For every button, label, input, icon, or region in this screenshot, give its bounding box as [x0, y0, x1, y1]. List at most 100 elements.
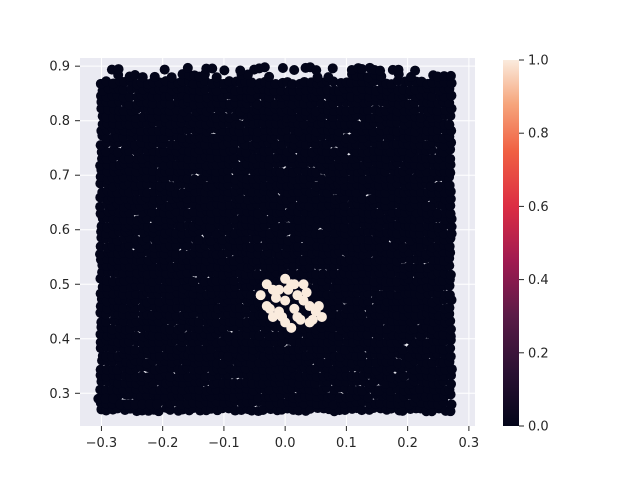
data-point	[95, 249, 106, 260]
data-point	[188, 206, 199, 217]
data-point	[131, 331, 142, 342]
data-point	[223, 351, 234, 362]
data-point	[276, 85, 287, 96]
data-point	[304, 301, 315, 312]
data-point	[159, 392, 170, 403]
data-point	[264, 303, 275, 314]
data-point	[108, 393, 119, 404]
data-point	[327, 63, 338, 74]
data-point	[445, 343, 456, 354]
x-tick-label: 0.2	[397, 436, 418, 451]
data-point	[137, 72, 148, 83]
data-point	[351, 187, 362, 198]
data-point	[264, 384, 275, 395]
x-tick-label: 0.3	[459, 436, 480, 451]
data-point	[205, 235, 216, 246]
data-point	[255, 290, 266, 301]
data-point	[307, 314, 318, 325]
data-point	[328, 399, 339, 410]
data-point	[403, 302, 414, 313]
data-point	[445, 153, 456, 164]
data-point	[194, 92, 205, 103]
data-point	[219, 65, 230, 76]
data-point	[304, 235, 315, 246]
y-tick-label: 0.8	[49, 114, 70, 129]
data-point	[211, 317, 222, 328]
data-point	[124, 99, 135, 110]
colorbar	[503, 60, 519, 426]
data-point	[165, 324, 176, 335]
data-point	[363, 392, 374, 403]
data-point	[107, 324, 118, 335]
data-point	[322, 146, 333, 157]
data-point	[235, 65, 246, 76]
data-point	[323, 72, 334, 83]
data-point	[381, 139, 392, 150]
data-point	[289, 279, 300, 290]
data-point	[241, 304, 252, 315]
data-point	[316, 174, 327, 185]
data-point	[148, 133, 159, 144]
data-point	[277, 311, 288, 322]
data-point	[289, 303, 300, 314]
data-point	[258, 404, 269, 415]
data-point	[118, 303, 129, 314]
colorbar-tick-label: 0.0	[528, 420, 549, 435]
data-point	[228, 275, 239, 286]
data-point	[217, 234, 228, 245]
data-point	[393, 64, 404, 75]
data-point	[171, 249, 182, 260]
data-point	[316, 311, 327, 322]
data-point	[246, 290, 257, 301]
data-point	[129, 344, 140, 355]
data-point	[356, 405, 367, 416]
data-point	[241, 147, 252, 158]
data-point	[316, 357, 327, 368]
y-tick-label: 0.6	[49, 223, 70, 238]
data-point	[287, 79, 298, 90]
data-point	[298, 119, 309, 130]
data-point	[101, 316, 112, 327]
data-point	[149, 71, 160, 82]
x-tick-label: −0.2	[147, 436, 179, 451]
data-point	[415, 262, 426, 273]
data-point	[316, 98, 327, 109]
data-point	[171, 240, 182, 251]
x-tick-label: −0.3	[86, 436, 118, 451]
data-point	[259, 62, 270, 73]
data-point	[311, 65, 322, 76]
data-point	[113, 64, 124, 75]
data-point	[432, 105, 443, 116]
data-point	[152, 399, 163, 410]
data-point	[147, 207, 158, 218]
data-point	[446, 399, 457, 410]
data-point	[258, 310, 269, 321]
data-point	[322, 304, 333, 315]
data-point	[432, 208, 443, 219]
data-point	[426, 181, 437, 192]
data-point	[445, 193, 456, 204]
y-tick-label: 0.7	[49, 169, 70, 184]
data-point	[292, 290, 303, 301]
data-point	[375, 398, 386, 409]
data-point	[445, 167, 456, 178]
data-point	[130, 69, 141, 80]
data-point	[415, 186, 426, 197]
data-point	[286, 322, 297, 333]
data-point	[357, 385, 368, 396]
data-point	[277, 63, 288, 74]
data-point	[298, 279, 309, 290]
data-point	[339, 222, 350, 233]
data-point	[374, 180, 385, 191]
data-point	[188, 78, 199, 89]
data-point	[122, 399, 133, 410]
data-point	[357, 267, 368, 278]
data-point	[223, 331, 234, 342]
colorbar-tick-label: 0.8	[528, 127, 549, 142]
data-point	[205, 351, 216, 362]
data-point	[397, 145, 408, 156]
data-point	[313, 301, 324, 312]
data-point	[374, 208, 385, 219]
data-point	[182, 240, 193, 251]
data-point	[356, 63, 367, 74]
